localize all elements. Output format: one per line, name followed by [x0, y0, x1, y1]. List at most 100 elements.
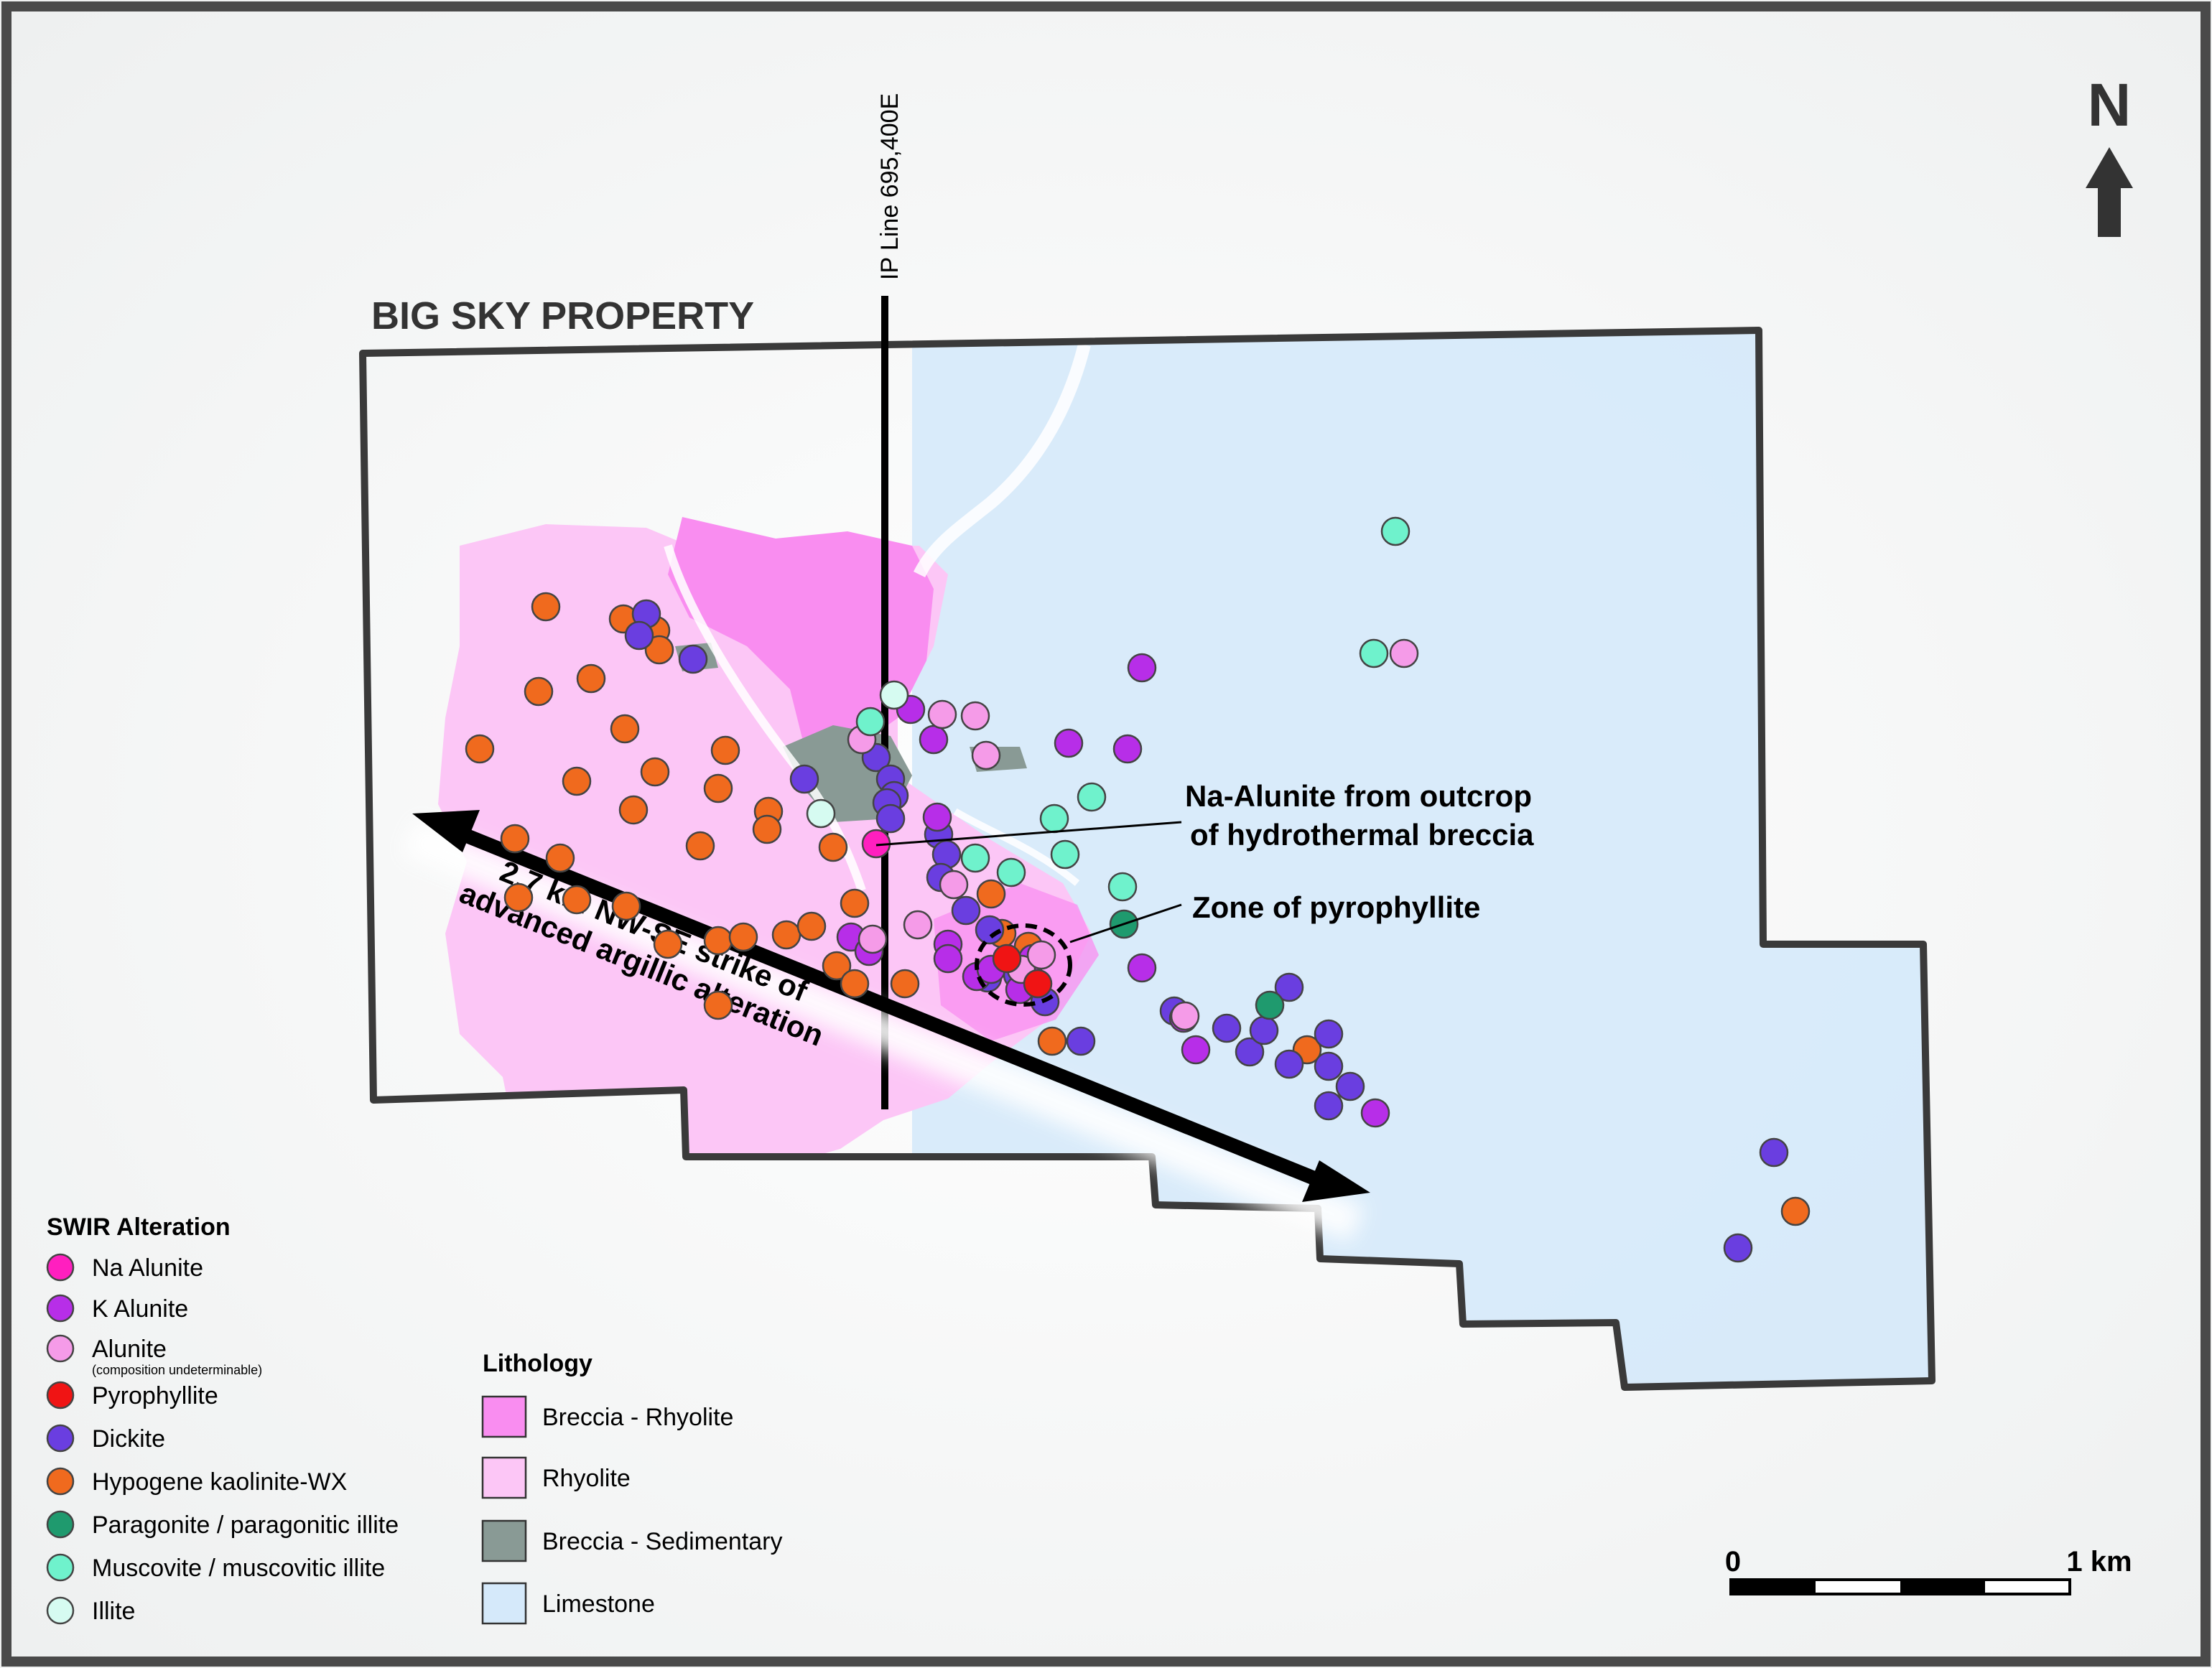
kaolinite-sample-point	[644, 635, 674, 665]
kaolinite-sample-point	[771, 920, 801, 950]
illite-sample-point	[806, 798, 836, 829]
kaolinite-sample-point	[703, 773, 733, 803]
kaolinite-sample-point	[703, 926, 733, 956]
dickite-sample-point	[975, 915, 1005, 945]
breccia-rhyolite-legend-label: Breccia - Rhyolite	[542, 1404, 733, 1431]
scale-bar: 0 1 km	[1725, 1546, 2132, 1595]
dickite-sample-point	[1249, 1015, 1279, 1045]
callout-na-alunite-line1: Na-Alunite from outcrop	[1185, 779, 1532, 813]
kaolinite-sample-point	[1037, 1026, 1067, 1056]
pyrophyllite-leader-line	[1069, 903, 1182, 944]
limestone-legend-swatch	[481, 1582, 527, 1625]
lithology-legend: Lithology Breccia - Rhyolite Rhyolite Brec…	[481, 1350, 782, 1625]
kaolinite-sample-point	[710, 735, 740, 765]
pyrophyllite-legend-label: Pyrophyllite	[92, 1382, 218, 1410]
scale-bar-end-label: 1 km	[2066, 1546, 2132, 1578]
strike-arrow-shadow	[402, 819, 1365, 1242]
kaolinite-sample-point	[818, 832, 848, 862]
north-arrow: N	[2086, 71, 2133, 237]
illite-sample-point	[879, 680, 909, 710]
kaolinite-sample-point	[562, 885, 592, 915]
k-alunite-sample-point	[1054, 728, 1084, 758]
k-alunite-sample-point	[1127, 953, 1157, 983]
pyrophyllite-sample-point	[992, 944, 1022, 974]
k-alunite-legend-label: K Alunite	[92, 1295, 188, 1323]
alunite-legend-symbol	[46, 1334, 75, 1363]
rhyolite-legend-swatch	[481, 1456, 527, 1499]
north-label: N	[2088, 71, 2132, 139]
kaolinite-sample-point	[728, 922, 758, 952]
illite-legend-label: Illite	[92, 1598, 135, 1625]
alunite-sample-point	[927, 699, 957, 730]
dickite-sample-point	[1335, 1071, 1365, 1101]
kaolinite-sample-point	[545, 843, 575, 873]
alunite-sample-point	[971, 740, 1001, 770]
alunite-legend-label: Alunite	[92, 1336, 167, 1363]
k-alunite-sample-point	[922, 802, 952, 832]
alunite-sample-point	[1389, 638, 1419, 668]
strike-arrow-head-se	[1302, 1160, 1370, 1202]
muscovite-sample-point	[1380, 516, 1411, 546]
dickite-sample-point	[951, 895, 981, 926]
dickite-sample-point	[1066, 1026, 1096, 1056]
scale-bar-segment-1	[1731, 1580, 1816, 1594]
drainage-3	[953, 808, 1080, 886]
muscovite-sample-point	[960, 843, 990, 873]
dickite-sample-point	[1314, 1051, 1344, 1081]
callout-na-alunite-line2: of hydrothermal breccia	[1190, 818, 1534, 852]
alunite-sample-point	[939, 870, 969, 900]
dickite-sample-point	[1274, 1049, 1304, 1079]
kaolinite-sample-point	[840, 888, 870, 918]
muscovite-sample-point	[1107, 872, 1138, 902]
callout-pyrophyllite: Zone of pyrophyllite	[1192, 890, 1480, 924]
alunite-sample-point	[1026, 940, 1056, 970]
muscovite-legend-label: Muscovite / muscovitic illite	[92, 1555, 385, 1582]
dickite-sample-point	[1314, 1091, 1344, 1121]
na-alunite-legend-symbol	[46, 1253, 75, 1282]
swir-sample-points	[465, 516, 1811, 1263]
illite-legend-symbol	[46, 1596, 75, 1625]
paragonite-legend-symbol	[46, 1510, 75, 1539]
breccia-sedimentary-legend-label: Breccia - Sedimentary	[542, 1528, 782, 1555]
strike-arrow	[402, 810, 1370, 1242]
dickite-sample-point	[1274, 972, 1304, 1002]
swir-legend-title: SWIR Alteration	[47, 1213, 231, 1241]
kaolinite-sample-point	[640, 757, 670, 787]
dickite-sample-point	[678, 644, 708, 674]
pyrophyllite-zone-ellipse	[975, 923, 1072, 1007]
dickite-sample-point	[1212, 1013, 1242, 1043]
alunite-sample-point	[858, 924, 888, 954]
kaolinite-sample-point	[576, 663, 606, 694]
kaolinite-sample-point	[822, 951, 852, 981]
alunite-sample-point	[960, 701, 990, 731]
k-alunite-legend-symbol	[46, 1294, 75, 1323]
kaolinite-sample-point	[611, 891, 641, 921]
property-boundary	[359, 327, 1936, 1391]
breccia-rhyolite-area	[668, 517, 934, 754]
alunite-legend-sublabel: (composition undeterminable)	[92, 1363, 262, 1377]
kaolinite-sample-point	[531, 592, 561, 622]
muscovite-sample-point	[1359, 638, 1389, 668]
limestone-legend-label: Limestone	[542, 1590, 655, 1618]
dickite-legend-symbol	[46, 1424, 75, 1453]
kaolinite-sample-point	[500, 824, 530, 854]
muscovite-sample-point	[1050, 839, 1080, 870]
alunite-sample-point	[1170, 1001, 1200, 1031]
breccia-sedimentary-legend-swatch	[481, 1519, 527, 1562]
dickite-sample-point	[789, 764, 819, 794]
na-alunite-leader-line	[875, 821, 1182, 847]
scale-bar-start-label: 0	[1725, 1546, 1741, 1578]
muscovite-sample-point	[1077, 782, 1107, 812]
kaolinite-legend-label: Hypogene kaolinite-WX	[92, 1468, 347, 1496]
k-alunite-sample-point	[1360, 1098, 1390, 1128]
kaolinite-sample-point	[503, 882, 534, 913]
dickite-sample-point	[1723, 1233, 1753, 1263]
muscovite-sample-point	[1039, 803, 1069, 834]
k-alunite-sample-point	[933, 944, 963, 974]
dickite-sample-point	[1759, 1137, 1789, 1168]
lithology-legend-title: Lithology	[483, 1350, 592, 1377]
scale-bar-segment-3	[1900, 1580, 1985, 1594]
north-arrow-icon	[2086, 147, 2133, 237]
kaolinite-sample-point	[703, 990, 733, 1020]
